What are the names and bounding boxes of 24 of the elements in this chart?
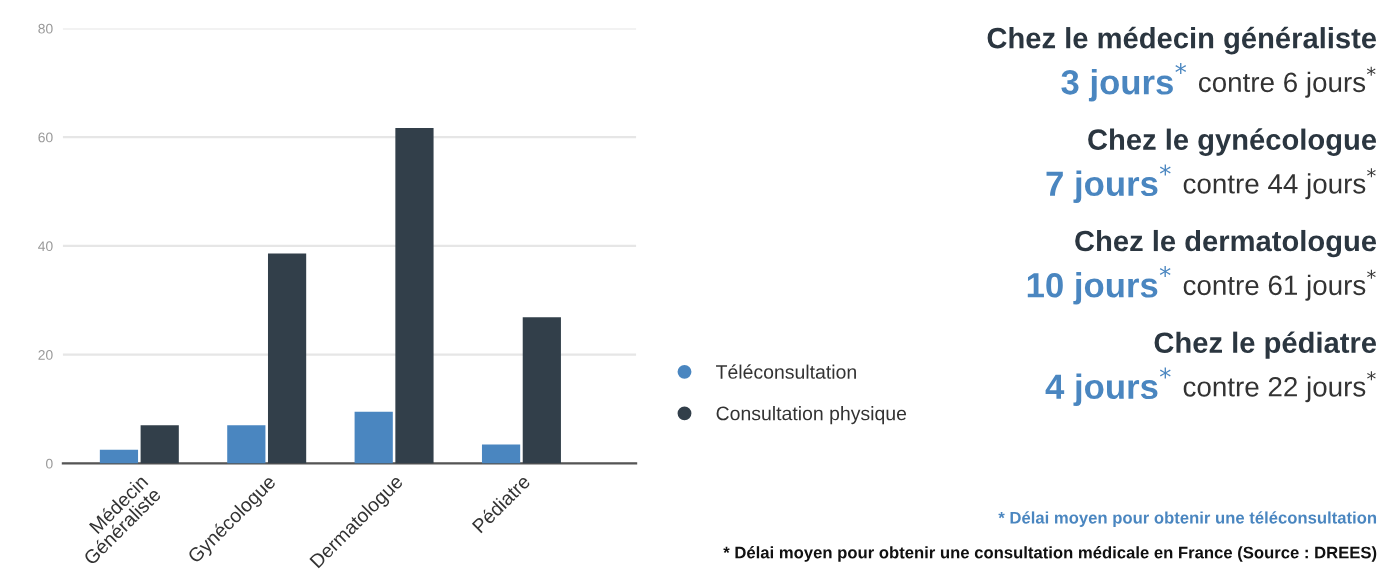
text: contre 6 jours$^{*}$ [1198, 66, 1376, 98]
bar [99, 449, 139, 464]
text: contre 22 jours$^{*}$ [1183, 371, 1376, 403]
text: Chez le médecin généraliste [987, 26, 1377, 55]
bar [227, 425, 266, 464]
legend-label: Consultation physique [716, 406, 907, 425]
bar [354, 411, 393, 464]
text: 7 jours$^{*}$ [1046, 164, 1171, 203]
text: 4 jours$^{*}$ [1045, 367, 1171, 406]
bar [267, 253, 307, 464]
text: Chez le dermatologue [1075, 229, 1377, 258]
text: 3 jours$^{*}$ [1061, 62, 1187, 102]
bar [395, 127, 434, 464]
text: Chez le gynécologue [1088, 128, 1377, 156]
bar [522, 317, 561, 464]
text: 10 jours$^{*}$ [1027, 265, 1171, 305]
bar [140, 425, 179, 464]
text: contre 44 jours$^{*}$ [1183, 168, 1376, 200]
bar [481, 444, 521, 464]
text: Chez le pédiatre [1154, 331, 1377, 359]
text: * Délai moyen pour obtenir une téléconsultation [998, 511, 1377, 527]
text: contre 61 jours$^{*}$ [1183, 269, 1376, 301]
text: * Délai moyen pour obtenir une consultation médicale en France (Source : DREES) [723, 546, 1377, 562]
legend-label: Téléconsultation [716, 364, 856, 379]
